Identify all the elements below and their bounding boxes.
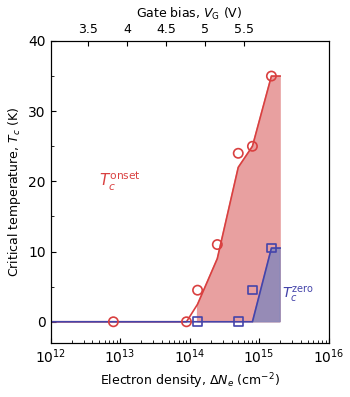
Polygon shape [252, 248, 280, 322]
Text: $T_c^{\mathrm{onset}}$: $T_c^{\mathrm{onset}}$ [99, 170, 141, 193]
Point [268, 73, 274, 79]
X-axis label: Electron density, $\Delta N_e$ (cm$^{-2}$): Electron density, $\Delta N_e$ (cm$^{-2}… [100, 372, 280, 391]
Point [215, 241, 220, 248]
Point [195, 318, 200, 325]
Point [236, 318, 241, 325]
Point [195, 287, 200, 293]
Point [184, 318, 189, 325]
X-axis label: Gate bias, $V_\mathrm{G}$ (V): Gate bias, $V_\mathrm{G}$ (V) [136, 6, 243, 22]
Polygon shape [197, 76, 280, 322]
Y-axis label: Critical temperature, $T_c$ (K): Critical temperature, $T_c$ (K) [6, 107, 22, 277]
Point [268, 245, 274, 251]
Point [250, 143, 255, 149]
Point [250, 287, 255, 293]
Point [236, 150, 241, 156]
Text: $T_c^{\mathrm{zero}}$: $T_c^{\mathrm{zero}}$ [282, 284, 314, 304]
Point [111, 318, 116, 325]
